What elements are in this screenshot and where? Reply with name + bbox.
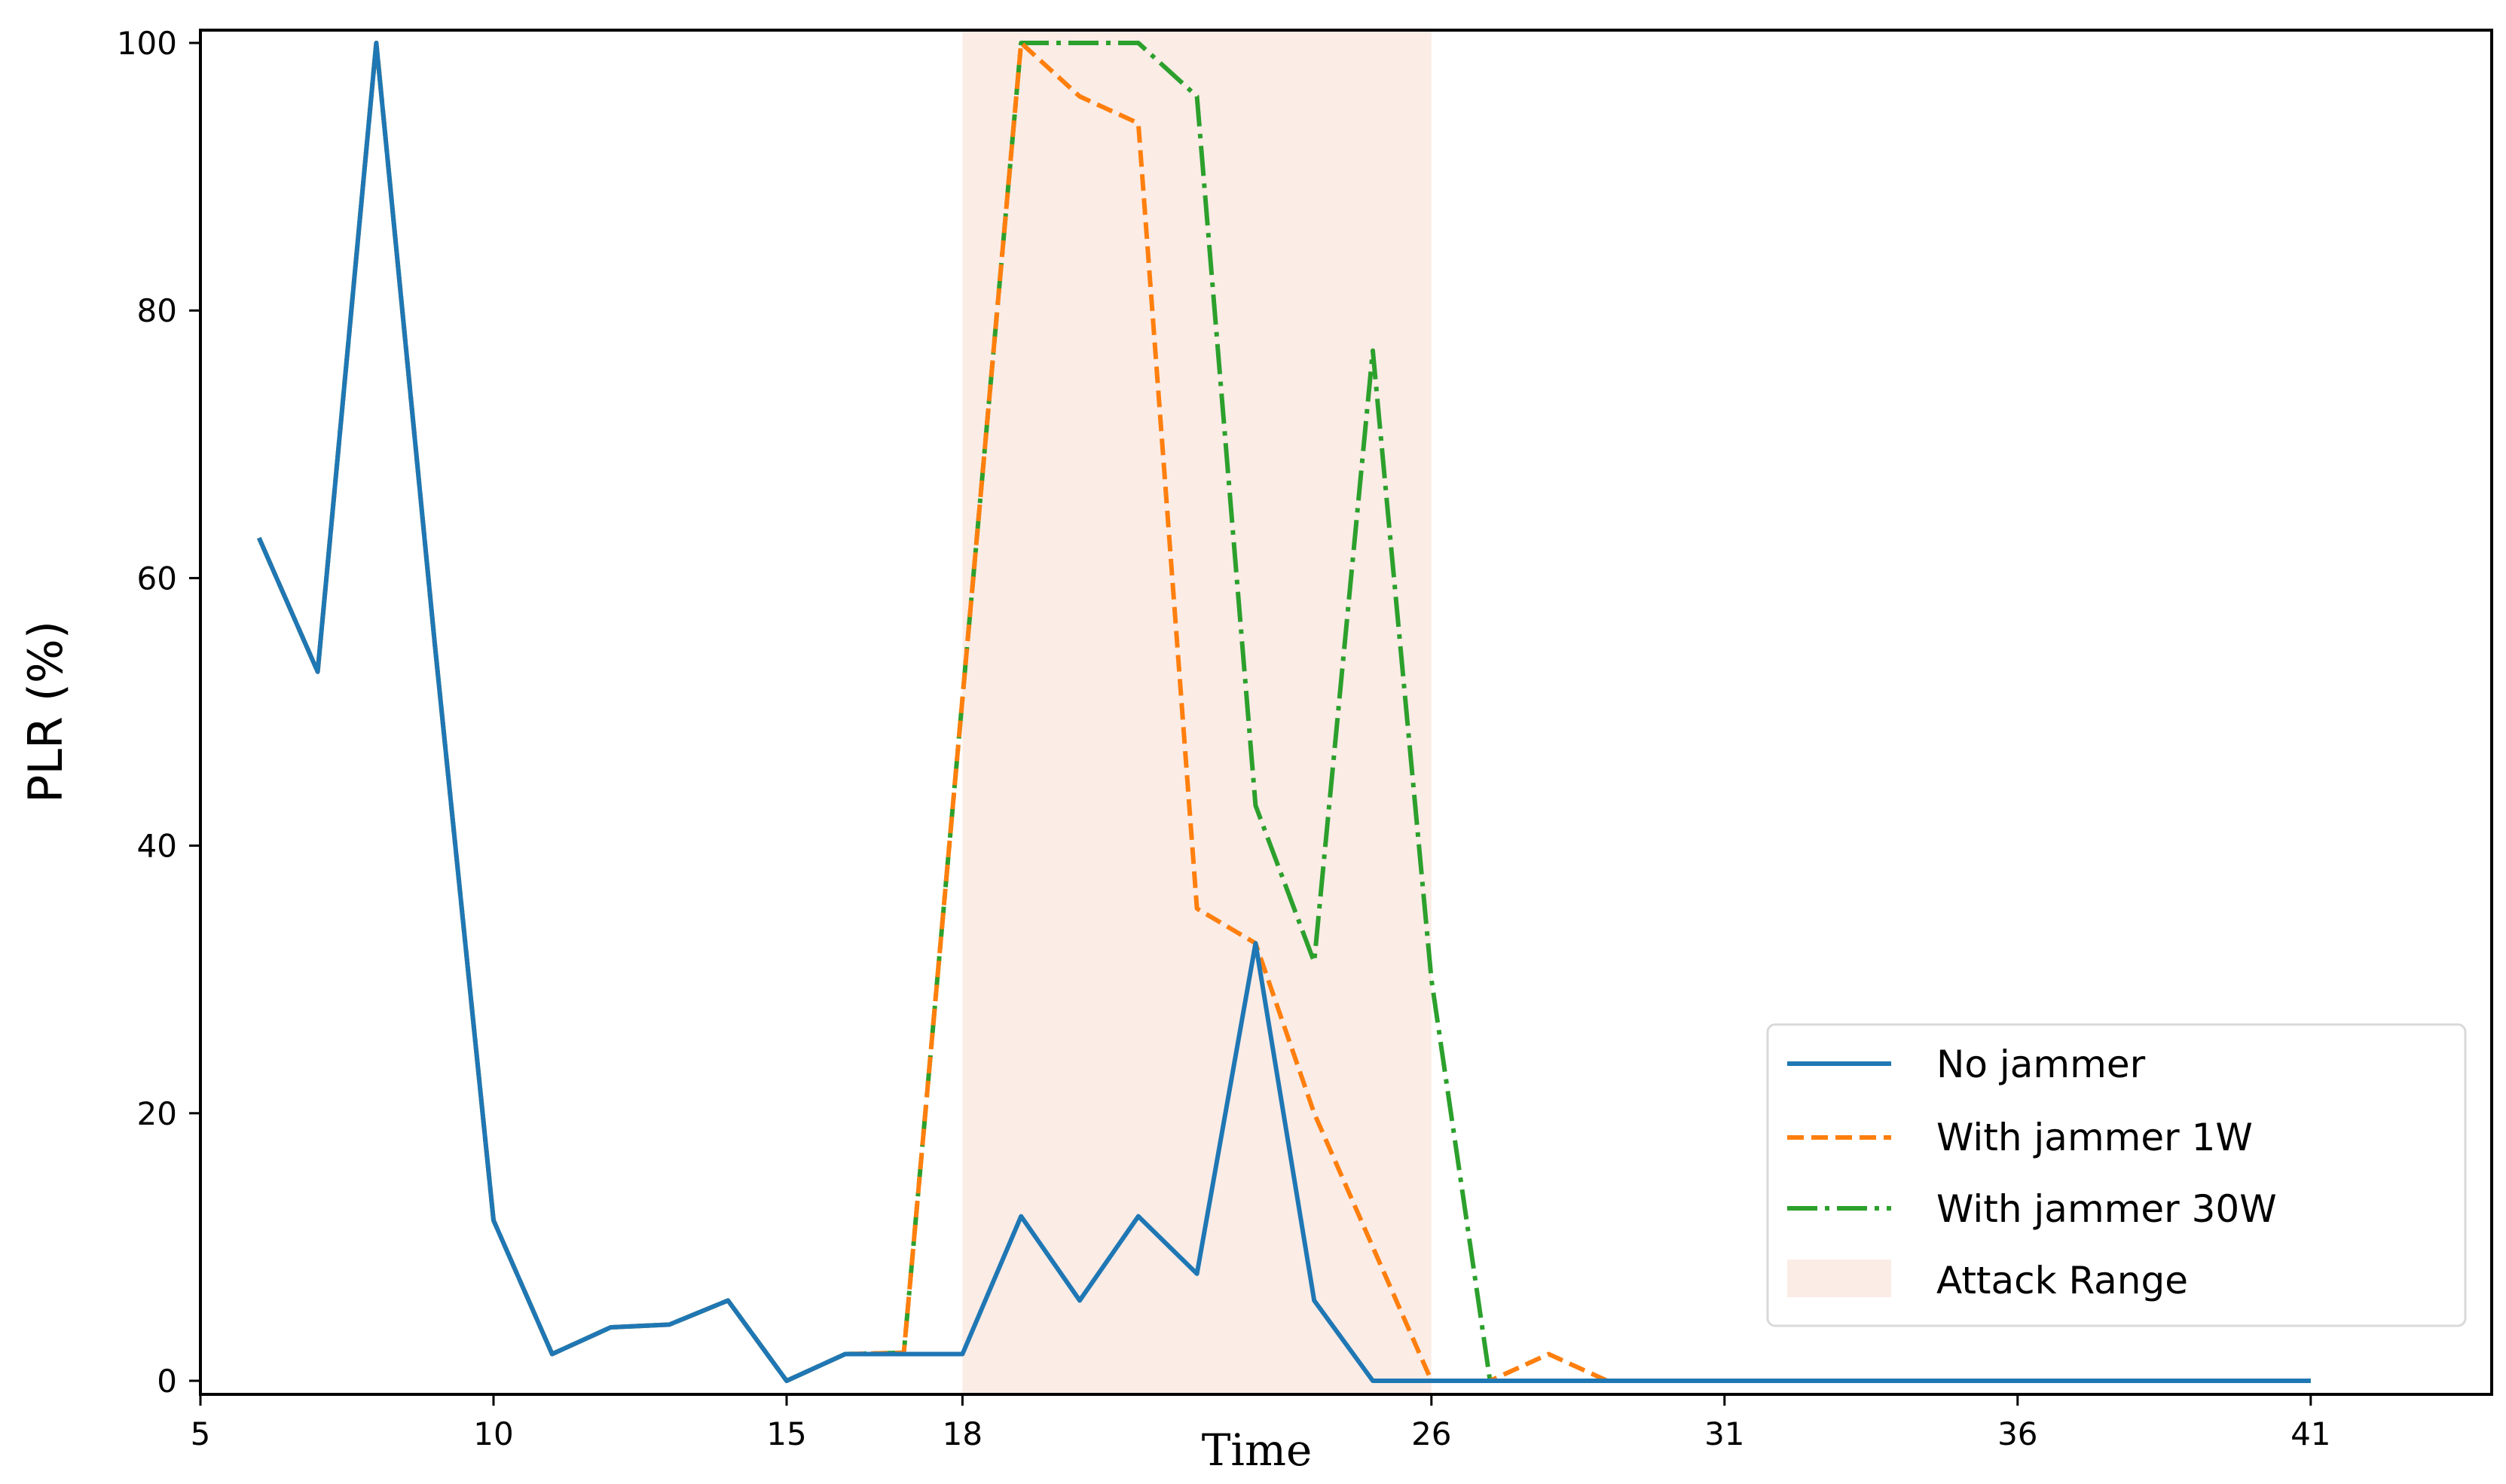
x-axis-ticks: 5 10 15 18 26 31 36 41 bbox=[191, 1394, 2331, 1452]
y-axis-ticks: 0 20 40 60 80 100 bbox=[117, 25, 200, 1400]
x-tick-label: 36 bbox=[1997, 1415, 2037, 1452]
attack-range-region bbox=[962, 32, 1432, 1393]
x-axis-label: Time bbox=[1202, 1424, 1313, 1476]
legend: No jammer With jammer 1W With jammer 30W… bbox=[1766, 1023, 2467, 1327]
y-tick-label: 60 bbox=[137, 560, 177, 597]
legend-label-jammer-30w: With jammer 30W bbox=[1936, 1187, 2277, 1231]
x-tick-label: 26 bbox=[1411, 1415, 1451, 1452]
attack-range-shading bbox=[962, 32, 1432, 1393]
legend-label-jammer-1w: With jammer 1W bbox=[1936, 1116, 2253, 1159]
legend-label-no-jammer: No jammer bbox=[1936, 1043, 2146, 1086]
y-tick-label: 0 bbox=[157, 1363, 177, 1400]
y-axis-label: PLR (%) bbox=[18, 621, 73, 803]
y-tick-label: 20 bbox=[137, 1095, 177, 1132]
x-tick-label: 41 bbox=[2291, 1415, 2330, 1452]
x-tick-label: 18 bbox=[943, 1415, 983, 1452]
series-lines bbox=[257, 41, 2311, 1383]
plot-frame bbox=[199, 29, 2493, 1396]
y-tick-label: 80 bbox=[137, 292, 177, 329]
x-tick-label: 10 bbox=[473, 1415, 513, 1452]
x-tick-label: 15 bbox=[766, 1415, 806, 1452]
legend-swatch-attack-range bbox=[1787, 1260, 1891, 1297]
series-no-jammer bbox=[257, 41, 2311, 1383]
y-tick-label: 100 bbox=[117, 25, 177, 62]
legend-box bbox=[1766, 1023, 2467, 1327]
x-tick-label: 5 bbox=[191, 1415, 211, 1452]
legend-label-attack-range: Attack Range bbox=[1936, 1259, 2188, 1302]
y-tick-label: 40 bbox=[137, 828, 177, 865]
x-tick-label: 31 bbox=[1704, 1415, 1744, 1452]
